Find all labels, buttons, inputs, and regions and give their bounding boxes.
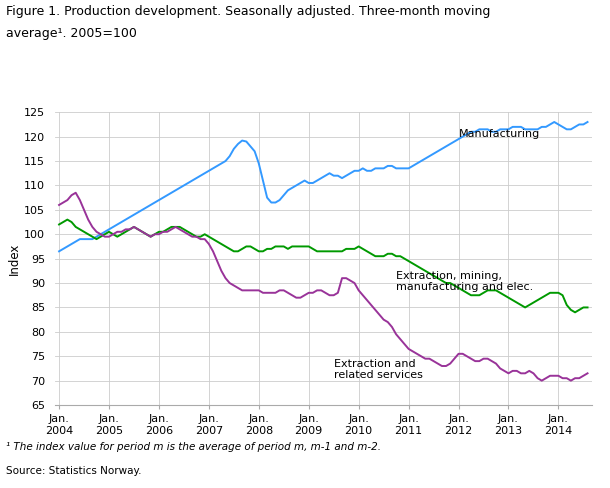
Text: ¹ The index value for period m is the average of period m, m-1 and m-2.: ¹ The index value for period m is the av… <box>6 442 381 451</box>
Text: average¹. 2005=100: average¹. 2005=100 <box>6 27 137 40</box>
Text: Extraction, mining,
manufacturing and elec.: Extraction, mining, manufacturing and el… <box>396 271 533 292</box>
Text: Extraction and
related services: Extraction and related services <box>334 359 423 380</box>
Text: Manufacturing: Manufacturing <box>459 129 540 139</box>
Text: Figure 1. Production development. Seasonally adjusted. Three-month moving: Figure 1. Production development. Season… <box>6 5 490 18</box>
Text: Source: Statistics Norway.: Source: Statistics Norway. <box>6 466 142 476</box>
Y-axis label: Index: Index <box>9 243 21 275</box>
